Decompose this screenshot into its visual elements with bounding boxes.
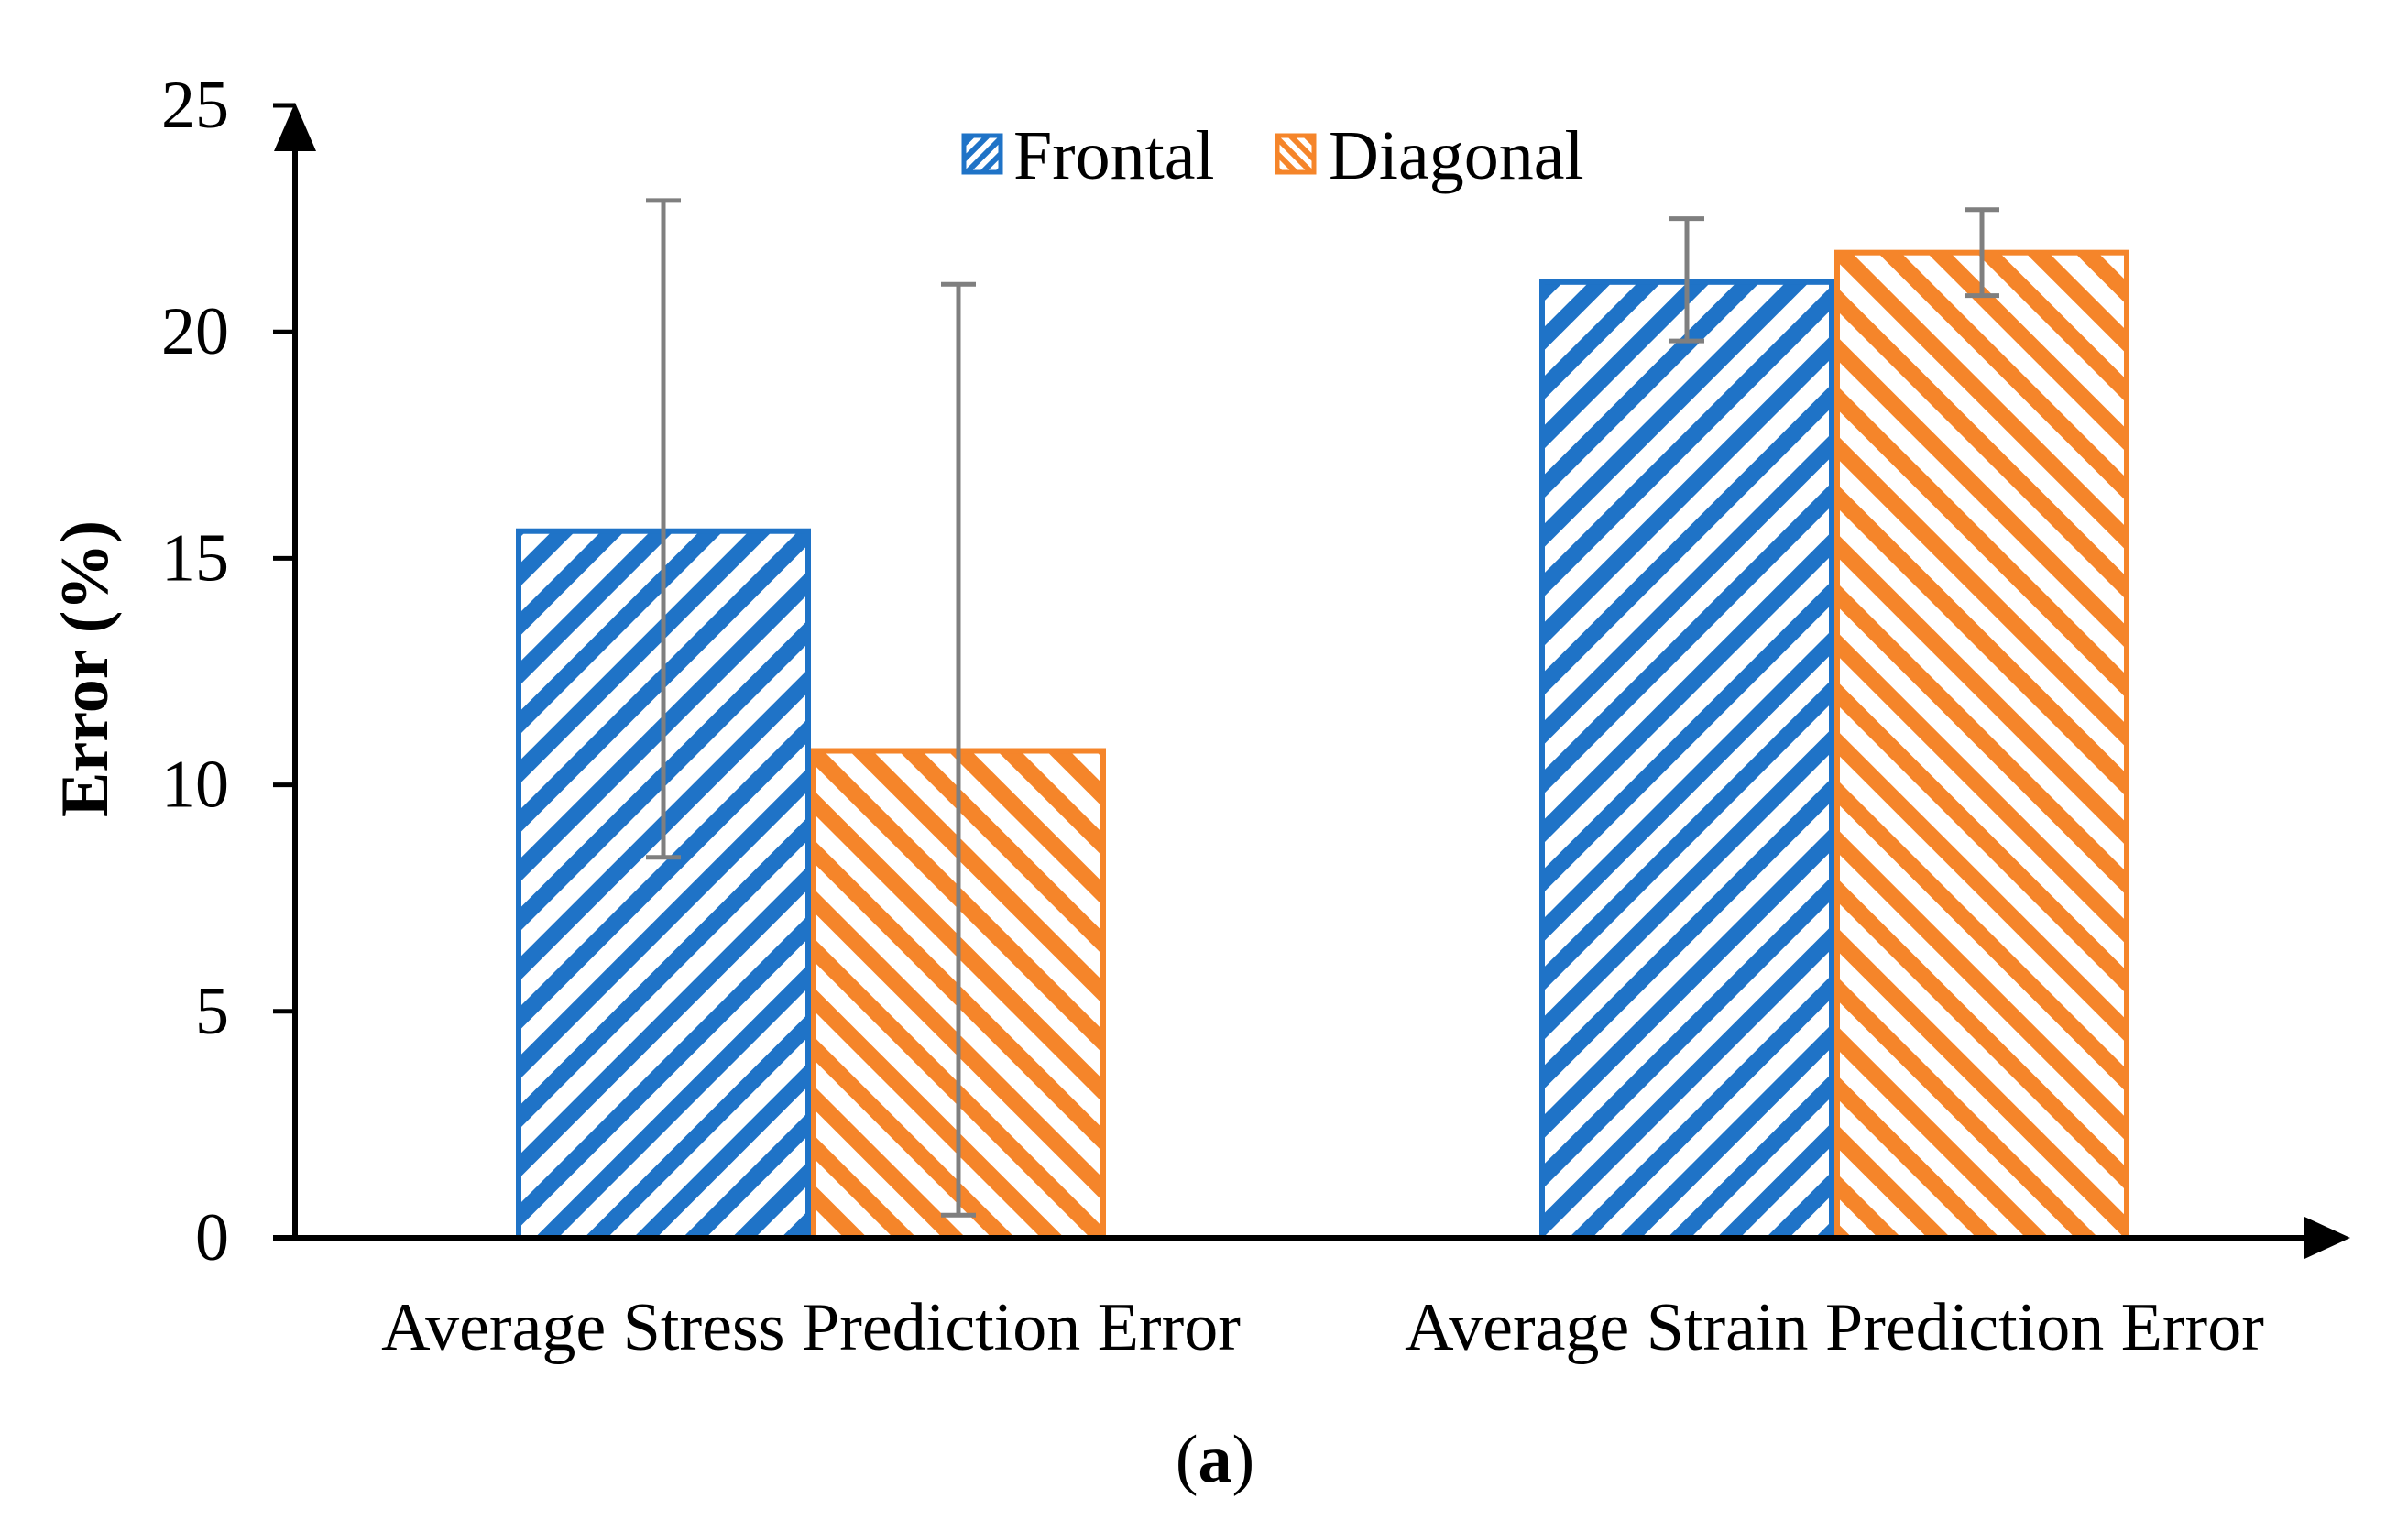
y-tick-label: 5 xyxy=(195,974,229,1049)
figure-caption: (a) xyxy=(1176,1422,1254,1497)
error-bars xyxy=(646,198,1999,1218)
y-axis-ticks: 0 5 10 15 20 25 xyxy=(161,68,295,1275)
y-axis-arrow-icon xyxy=(274,103,316,151)
caption-open-paren: ( xyxy=(1176,1422,1199,1497)
bars xyxy=(516,249,2129,1241)
y-axis-label: Error (%) xyxy=(48,520,123,817)
legend-label-frontal: Frontal xyxy=(1013,117,1215,194)
bar-frontal-strain xyxy=(1539,279,1834,1241)
legend: Frontal Diagonal xyxy=(961,117,1584,194)
x-axis-arrow-icon xyxy=(2304,1217,2350,1259)
y-tick-label: 0 xyxy=(195,1200,229,1275)
category-label-strain: Average Strain Prediction Error xyxy=(1405,1290,2264,1365)
y-tick-label: 10 xyxy=(161,748,229,823)
category-label-stress: Average Stress Prediction Error xyxy=(381,1290,1241,1365)
y-tick-label: 25 xyxy=(161,68,229,143)
legend-swatch-frontal xyxy=(961,133,1003,175)
y-tick-label: 20 xyxy=(161,294,229,369)
caption-close-paren: ) xyxy=(1232,1422,1255,1497)
bar-diagonal-strain xyxy=(1834,249,2129,1241)
caption-label: a xyxy=(1199,1422,1232,1497)
y-tick-label: 15 xyxy=(161,520,229,596)
legend-label-diagonal: Diagonal xyxy=(1329,117,1584,194)
legend-swatch-diagonal xyxy=(1275,133,1317,175)
